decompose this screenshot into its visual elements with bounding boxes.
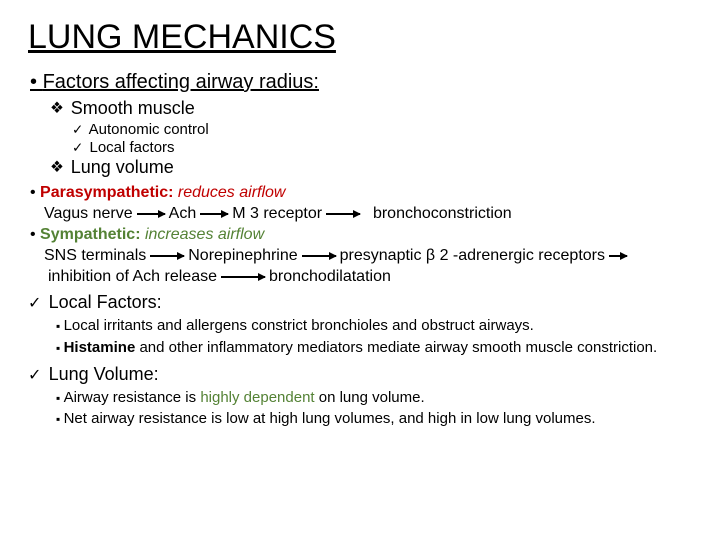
nore-text: Norepinephrine	[188, 247, 297, 264]
lung-volume-heading: Lung Volume:	[28, 364, 692, 385]
sns-text: SNS terminals	[44, 247, 146, 264]
local1-text: Local irritants and allergens constrict …	[64, 317, 534, 334]
arrow-icon	[221, 276, 265, 278]
local-factors-heading-text: Local Factors:	[49, 292, 162, 312]
smooth-muscle-item: Smooth muscle	[50, 98, 692, 119]
symp-effect: increases airflow	[141, 226, 265, 243]
lung-vol-item-2: Net airway resistance is low at high lun…	[56, 410, 692, 429]
lung-vol-item-1: Airway resistance is highly dependent on…	[56, 389, 692, 408]
local-factors-sub-text: Local factors	[89, 139, 174, 156]
slide-title: LUNG MECHANICS	[28, 18, 692, 57]
arrow-icon	[302, 255, 336, 257]
local-factors-heading: Local Factors:	[28, 292, 692, 313]
lv1a-text: Airway resistance is	[64, 389, 201, 406]
local-item-2: Histamine and other inflammatory mediato…	[56, 339, 692, 358]
arrow-icon	[137, 213, 165, 215]
para-label: Parasympathetic:	[40, 184, 173, 201]
ach-text: Ach	[169, 205, 197, 222]
autonomic-text: Autonomic control	[89, 121, 209, 138]
lung-volume-sub-text: Lung volume	[71, 157, 174, 177]
vagus-text: Vagus nerve	[44, 205, 133, 222]
arrow-icon	[200, 213, 228, 215]
factors-heading-text: Factors affecting airway radius:	[43, 71, 319, 93]
lv1c-text: on lung volume.	[319, 389, 425, 406]
arrow-icon	[609, 255, 627, 257]
presyn-text: presynaptic β 2 -adrenergic receptors	[340, 247, 605, 264]
para-effect: reduces airflow	[173, 184, 285, 201]
smooth-muscle-text: Smooth muscle	[71, 98, 195, 118]
local-factors-sub-item: Local factors	[72, 139, 692, 156]
sympathetic-line: Sympathetic: increases airflow	[30, 226, 692, 244]
lv2-text: Net airway resistance is low at high lun…	[64, 410, 596, 427]
symp-label: Sympathetic:	[40, 226, 140, 243]
factors-heading: Factors affecting airway radius:	[30, 71, 692, 94]
lv1b-text: highly dependent	[200, 389, 318, 406]
bronchodil-text: bronchodilatation	[269, 268, 391, 285]
m3-text: M 3 receptor	[232, 205, 322, 222]
arrow-icon	[150, 255, 184, 257]
histamine-rest: and other inflammatory mediators mediate…	[135, 339, 657, 356]
bronchoconstriction-text: bronchoconstriction	[373, 205, 512, 222]
para-flow: Vagus nerve Ach M 3 receptor bronchoconstr…	[44, 205, 692, 223]
symp-flow-2: inhibition of Ach release bronchodilatati…	[48, 268, 692, 286]
lung-volume-heading-text: Lung Volume:	[49, 364, 159, 384]
symp-flow-1: SNS terminals Norepinephrine presynaptic β…	[44, 247, 692, 265]
arrow-icon	[326, 213, 360, 215]
autonomic-item: Autonomic control	[72, 121, 692, 138]
local-item-1: Local irritants and allergens constrict …	[56, 317, 692, 336]
histamine-label: Histamine	[64, 339, 136, 356]
inhib-text: inhibition of Ach release	[48, 268, 217, 285]
lung-volume-sub-item: Lung volume	[50, 157, 692, 178]
parasympathetic-line: Parasympathetic: reduces airflow	[30, 184, 692, 202]
